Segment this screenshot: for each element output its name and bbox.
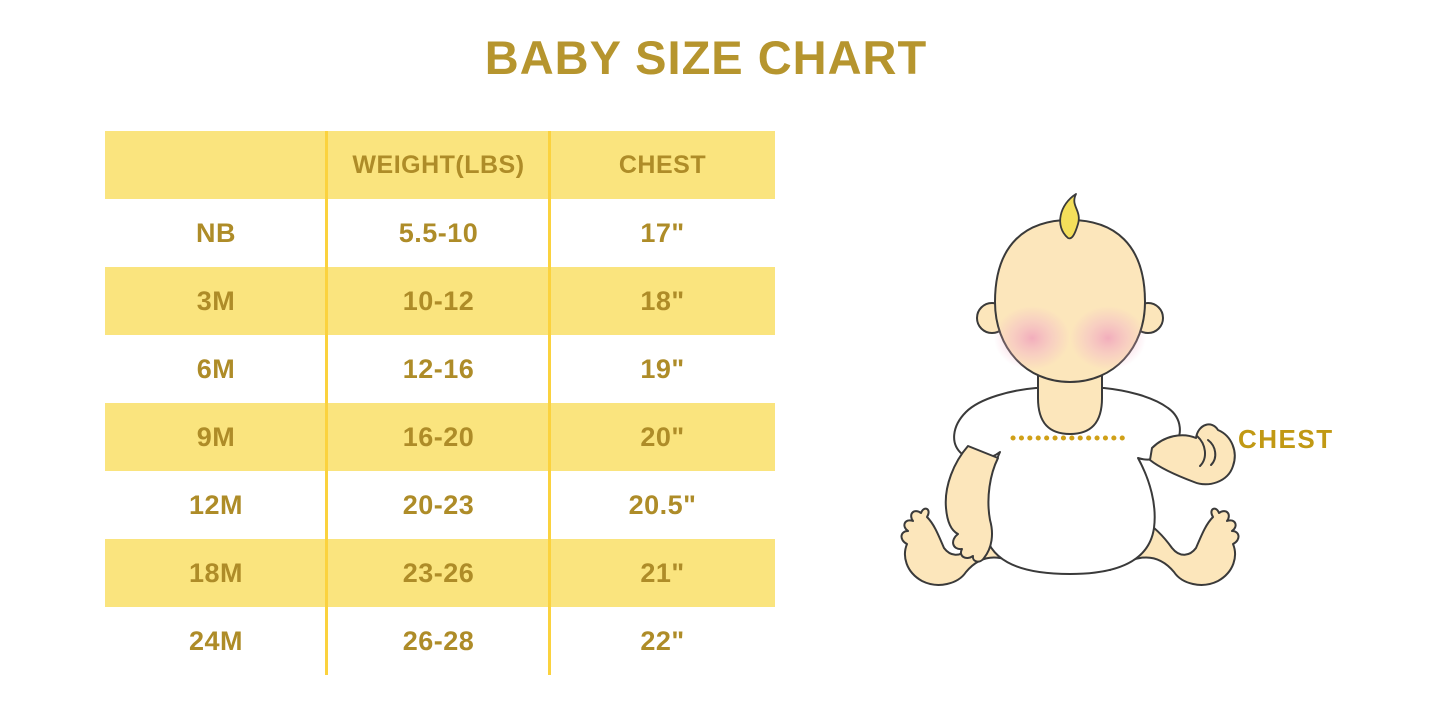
table-row: 18M 23-26 21" bbox=[105, 539, 775, 607]
table-cell-weight: 16-20 bbox=[402, 421, 475, 452]
table-cell-size: 24M bbox=[188, 625, 244, 656]
table-cell-size: 9M bbox=[196, 421, 236, 452]
column-separator-line bbox=[548, 131, 551, 675]
table-cell-chest: 22" bbox=[640, 625, 685, 656]
table-cell-chest: 20" bbox=[640, 421, 685, 452]
table-row: 6M 12-16 19" bbox=[105, 335, 775, 403]
table-cell-weight: 20-23 bbox=[402, 489, 475, 520]
table-cell-weight: 10-12 bbox=[402, 285, 475, 316]
baby-right-blush bbox=[1070, 306, 1146, 370]
table-row: 12M 20-23 20.5" bbox=[105, 471, 775, 539]
table-header-row: WEIGHT(LBS) CHEST bbox=[105, 131, 775, 199]
table-cell-chest: 17" bbox=[640, 217, 685, 248]
baby-fist-finger-lines bbox=[1196, 435, 1217, 467]
table-cell-weight: 23-26 bbox=[402, 557, 475, 588]
table-cell-weight: 26-28 bbox=[402, 625, 475, 656]
header-cell-weight: WEIGHT(LBS) bbox=[352, 150, 525, 179]
table-cell-chest: 20.5" bbox=[628, 489, 697, 520]
table-cell-size: 3M bbox=[196, 285, 236, 316]
table-row: 3M 10-12 18" bbox=[105, 267, 775, 335]
table-cell-chest: 19" bbox=[640, 353, 685, 384]
size-table: WEIGHT(LBS) CHEST NB 5.5-10 17" 3M 10-12 18" 6… bbox=[105, 131, 775, 675]
baby-neck bbox=[1037, 369, 1103, 435]
table-cell-size: 18M bbox=[188, 557, 244, 588]
page-title: BABY SIZE CHART bbox=[484, 31, 928, 84]
table-cell-chest: 18" bbox=[640, 285, 685, 316]
table-row: 24M 26-28 22" bbox=[105, 607, 775, 675]
table-row: NB 5.5-10 17" bbox=[105, 199, 775, 267]
baby-hair-tuft-icon bbox=[1059, 193, 1080, 240]
baby-right-arm-fist bbox=[1149, 423, 1236, 486]
table-cell-size: 6M bbox=[196, 353, 236, 384]
baby-illustration bbox=[900, 193, 1240, 586]
table-cell-size: NB bbox=[196, 217, 236, 248]
table-cell-chest: 21" bbox=[640, 557, 685, 588]
header-cell-chest: CHEST bbox=[618, 150, 707, 179]
table-cell-weight: 12-16 bbox=[402, 353, 475, 384]
baby-left-arm bbox=[944, 445, 999, 563]
baby-left-blush bbox=[994, 306, 1070, 370]
column-separator-line bbox=[325, 131, 328, 675]
chest-measure-label: CHEST bbox=[1238, 424, 1334, 454]
table-row: 9M 16-20 20" bbox=[105, 403, 775, 471]
table-cell-weight: 5.5-10 bbox=[398, 217, 479, 248]
table-cell-size: 12M bbox=[188, 489, 244, 520]
